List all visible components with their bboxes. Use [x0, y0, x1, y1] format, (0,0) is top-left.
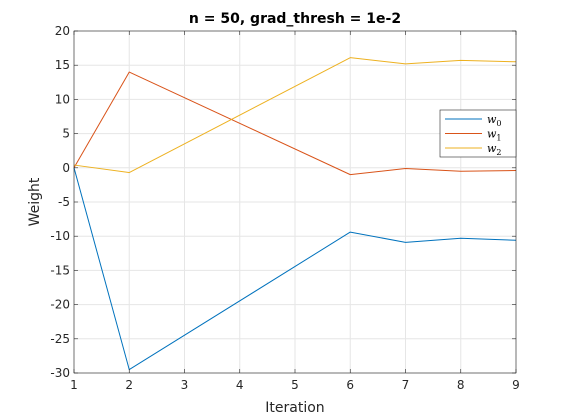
y-tick-label: 5: [62, 127, 70, 141]
legend-label-w0: w0: [487, 113, 502, 128]
x-axis-title: Iteration: [265, 400, 324, 416]
series-layer: [73, 57, 517, 371]
y-tick-label: -15: [50, 263, 70, 277]
y-tick-label: -10: [50, 229, 70, 243]
x-tick-label: 5: [291, 378, 299, 392]
series-line-w1: [73, 71, 517, 176]
y-tick-label: 15: [55, 58, 70, 72]
legend-label-w1: w1: [487, 128, 502, 143]
series-line-w0: [73, 167, 517, 371]
x-tick-label: 8: [457, 378, 465, 392]
x-tick-label: 4: [236, 378, 244, 392]
y-tick-label: 10: [55, 92, 70, 106]
x-tick-label: 3: [181, 378, 189, 392]
x-tick-label: 9: [512, 378, 520, 392]
x-tick-label: 7: [402, 378, 410, 392]
series-line-w2: [73, 57, 517, 174]
legend-label-w2: w2: [487, 142, 502, 157]
y-axis-title: Weight: [27, 177, 43, 226]
legend-label-subscript: 0: [496, 119, 501, 128]
legend-label-subscript: 2: [496, 148, 501, 157]
y-tick-label: -25: [50, 332, 70, 346]
legend-label-name: w: [487, 128, 497, 141]
y-tick-label: 0: [62, 161, 70, 175]
x-tick-label: 2: [125, 378, 133, 392]
y-tick-label: -5: [58, 195, 70, 209]
chart-title: n = 50, grad_thresh = 1e-2: [189, 11, 401, 27]
legend-label-subscript: 1: [496, 134, 501, 143]
y-tick-label: -20: [50, 298, 70, 312]
legend-label-name: w: [487, 142, 497, 155]
y-tick-label: -30: [50, 366, 70, 380]
x-tick-label: 6: [346, 378, 354, 392]
y-tick-label: 20: [55, 24, 70, 38]
legend-label-name: w: [487, 113, 497, 126]
x-tick-label: 1: [70, 378, 78, 392]
